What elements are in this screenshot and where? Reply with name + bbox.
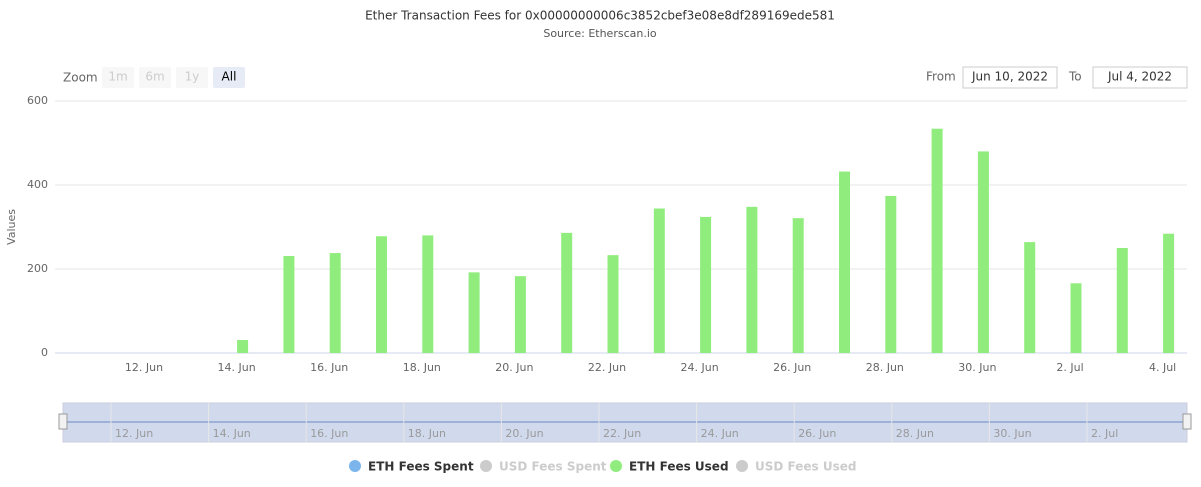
x-tick-label: 24. Jun: [681, 361, 719, 374]
from-input[interactable]: [962, 66, 1058, 89]
zoom-label: Zoom: [63, 71, 98, 85]
zoom-button-label[interactable]: 1m: [108, 70, 127, 84]
legend-symbol[interactable]: [349, 460, 361, 472]
x-tick-label: 30. Jun: [958, 361, 996, 374]
bar: [1116, 248, 1128, 353]
legend-symbol[interactable]: [610, 460, 622, 472]
x-tick-label: 2. Jul: [1056, 361, 1083, 374]
legend-label[interactable]: USD Fees Used: [755, 460, 856, 474]
bar: [376, 236, 387, 353]
y-tick-label: 600: [27, 94, 48, 107]
bar: [1070, 283, 1082, 353]
legend-label[interactable]: USD Fees Spent: [499, 460, 607, 474]
bar: [931, 128, 943, 353]
zoom-button[interactable]: [213, 67, 245, 88]
navigator-tick-label: 24. Jun: [701, 427, 739, 440]
bar: [746, 206, 758, 353]
to-date[interactable]: Jul 4, 2022: [1107, 70, 1172, 84]
from-date[interactable]: Jun 10, 2022: [971, 70, 1048, 84]
x-tick-label: 28. Jun: [866, 361, 904, 374]
zoom-button-label[interactable]: 1y: [185, 70, 200, 84]
zoom-button-label[interactable]: All: [222, 70, 237, 84]
y-tick-label: 200: [27, 262, 48, 275]
bar: [885, 195, 897, 353]
legend-symbol[interactable]: [480, 460, 492, 472]
zoom-button-label[interactable]: 6m: [145, 70, 164, 84]
bar: [283, 255, 295, 353]
from-label: From: [926, 70, 956, 84]
bar: [977, 151, 989, 353]
to-label: To: [1068, 70, 1082, 84]
navigator-tick-label: 20. Jun: [505, 427, 543, 440]
navigator-tick-label: 16. Jun: [310, 427, 348, 440]
bar: [468, 272, 480, 353]
bar: [792, 218, 804, 353]
zoom-button[interactable]: [176, 67, 208, 88]
navigator-tick-label: 28. Jun: [896, 427, 934, 440]
navigator-tick-label: 14. Jun: [213, 427, 251, 440]
x-tick-label: 16. Jun: [310, 361, 348, 374]
zoom-button[interactable]: [102, 67, 134, 88]
navigator-tick-label: 12. Jun: [115, 427, 153, 440]
legend-label[interactable]: ETH Fees Used: [629, 460, 729, 474]
to-input[interactable]: [1092, 66, 1188, 89]
bar: [561, 232, 573, 353]
x-tick-label: 18. Jun: [403, 361, 441, 374]
bar: [653, 208, 665, 353]
x-tick-label: 14. Jun: [218, 361, 256, 374]
navigator-tick-label: 30. Jun: [993, 427, 1031, 440]
navigator-tick-label: 18. Jun: [408, 427, 446, 440]
y-tick-label: 400: [27, 178, 48, 191]
navigator-tick-label: 22. Jun: [603, 427, 641, 440]
x-tick-label: 26. Jun: [773, 361, 811, 374]
bar: [422, 235, 434, 353]
bar: [607, 255, 619, 353]
bar: [514, 276, 526, 353]
x-tick-label: 20. Jun: [495, 361, 533, 374]
bar: [1024, 242, 1036, 353]
bar: [237, 339, 249, 353]
legend-symbol[interactable]: [736, 460, 748, 472]
bar: [1163, 233, 1175, 353]
navigator-tick-label: 2. Jul: [1091, 427, 1118, 440]
bar: [329, 253, 341, 353]
navigator-handle[interactable]: [58, 413, 68, 430]
navigator-handle[interactable]: [1182, 413, 1192, 430]
bar: [839, 171, 850, 353]
y-axis-title: Values: [5, 209, 18, 245]
x-tick-label: 12. Jun: [125, 361, 163, 374]
x-tick-label: 4. Jul: [1149, 361, 1176, 374]
bar: [700, 216, 712, 353]
navigator-tick-label: 26. Jun: [798, 427, 836, 440]
chart-subtitle: Source: Etherscan.io: [543, 27, 657, 40]
zoom-button[interactable]: [139, 67, 171, 88]
y-tick-label: 0: [41, 346, 48, 359]
x-tick-label: 22. Jun: [588, 361, 626, 374]
chart-title: Ether Transaction Fees for 0x00000000006…: [365, 9, 835, 23]
legend-label[interactable]: ETH Fees Spent: [368, 460, 474, 474]
